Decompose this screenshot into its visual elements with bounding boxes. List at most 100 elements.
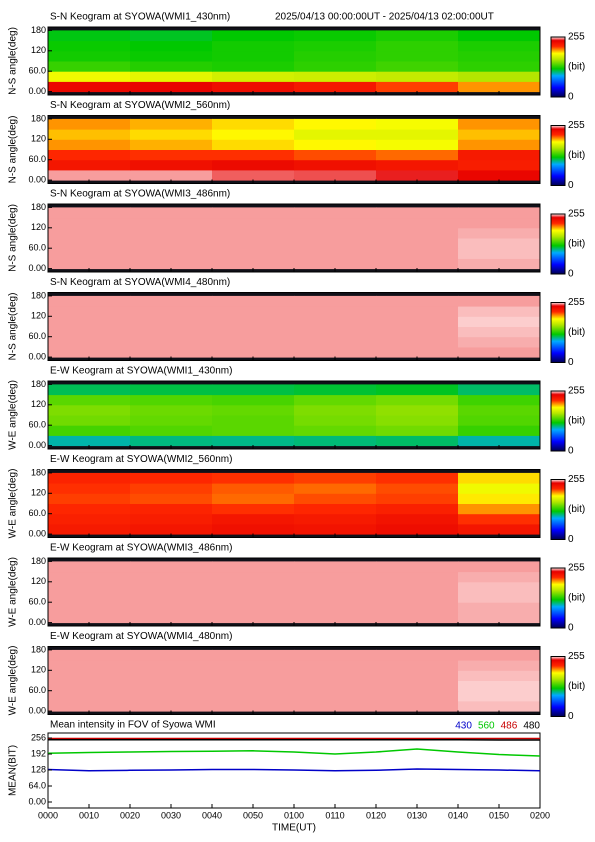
colorbar <box>550 656 566 717</box>
heatmap-cell <box>458 129 541 140</box>
heatmap-cell <box>212 472 295 484</box>
heatmap-cell <box>376 493 459 504</box>
panel-title: E-W Keogram at SYOWA(WMI2_560nm) <box>50 454 232 465</box>
heatmap-cell <box>130 326 213 338</box>
heatmap-cell <box>376 503 459 515</box>
heatmap-cell <box>458 248 541 259</box>
heatmap-cell <box>458 660 541 671</box>
heatmap-cell <box>48 571 131 583</box>
legend-entry: 430 <box>455 721 472 732</box>
heatmap-cell <box>294 207 377 219</box>
heatmap-cell <box>376 700 459 712</box>
x-tick-label: 0050 <box>243 810 263 820</box>
heatmap-cell <box>294 649 377 661</box>
heatmap-cell <box>212 425 295 436</box>
heatmap-cell <box>376 581 459 593</box>
heatmap-cell <box>294 612 377 624</box>
heatmap-cell <box>458 690 541 702</box>
colorbar-max: 255 <box>568 651 585 662</box>
heatmap-cell <box>376 71 459 82</box>
y-tick-label: 0.00 <box>28 796 46 806</box>
y-tick-label: 128 <box>31 764 46 774</box>
y-axis-label: W-E angle(deg) <box>8 380 19 450</box>
heatmap-cell <box>458 435 541 447</box>
heatmap-cell <box>130 561 213 573</box>
heatmap-cell <box>458 326 541 338</box>
heatmap-cell <box>376 680 459 692</box>
heatmap-cell <box>294 40 377 52</box>
heatmap-cell <box>130 415 213 426</box>
x-tick-label: 0010 <box>79 810 99 820</box>
heatmap-cell <box>212 561 295 573</box>
heatmap-cell <box>294 295 377 307</box>
colorbar <box>550 479 566 540</box>
heatmap-cell <box>212 670 295 681</box>
heatmap-cell <box>458 571 541 583</box>
heatmap-cell <box>48 602 131 613</box>
heatmap-cell <box>458 346 541 358</box>
heatmap-cell <box>48 217 131 229</box>
heatmap-cell <box>212 30 295 42</box>
heatmap-cell <box>458 258 541 270</box>
heatmap-cell <box>458 50 541 62</box>
panel-title: E-W Keogram at SYOWA(WMI1_430nm) <box>50 366 232 377</box>
colorbar-unit: (bit) <box>568 150 585 161</box>
heatmap-cell <box>130 40 213 52</box>
y-tick-label: 64.0 <box>28 780 46 790</box>
heatmap-cell <box>294 513 377 525</box>
heatmap-cell <box>294 415 377 426</box>
heatmap-cell <box>294 217 377 229</box>
heatmap-cell <box>130 336 213 348</box>
panel-title: S-N Keogram at SYOWA(WMI1_430nm) <box>50 12 230 23</box>
y-tick-label: 120 <box>31 222 46 232</box>
heatmap-cell <box>294 581 377 593</box>
heatmap-cell <box>130 384 213 396</box>
heatmap-cell <box>458 513 541 525</box>
heatmap-cell <box>376 513 459 525</box>
heatmap-cell <box>48 592 131 603</box>
y-tick-label: 192 <box>31 748 46 758</box>
heatmap-cell <box>376 159 459 171</box>
colorbar-min: 0 <box>568 269 574 280</box>
heatmap-cell <box>130 61 213 72</box>
y-tick-label: 120 <box>31 45 46 55</box>
colorbar-min: 0 <box>568 534 574 545</box>
heatmap-cell <box>130 523 213 535</box>
y-tick-label: 120 <box>31 399 46 409</box>
y-axis-label: W-E angle(deg) <box>8 557 19 627</box>
heatmap-cell <box>48 71 131 82</box>
heatmap-cell <box>458 561 541 573</box>
heatmap-cell <box>376 129 459 140</box>
heatmap-cell <box>130 258 213 270</box>
colorbar-unit: (bit) <box>568 416 585 427</box>
heatmap-cell <box>294 483 377 494</box>
heatmap-cell <box>294 336 377 348</box>
y-tick-label: 180 <box>31 467 46 477</box>
heatmap-cell <box>212 592 295 603</box>
heatmap-cell <box>212 523 295 535</box>
heatmap-cell <box>212 483 295 494</box>
y-tick-label: 256 <box>31 732 46 742</box>
heatmap-cell <box>48 295 131 307</box>
heatmap-cell <box>48 384 131 396</box>
y-tick-label: 180 <box>31 113 46 123</box>
heatmap-cell <box>376 523 459 535</box>
y-tick-label: 120 <box>31 665 46 675</box>
y-tick-label: 60.0 <box>28 685 46 695</box>
x-tick-label: 0120 <box>366 810 386 820</box>
heatmap-cell <box>376 670 459 681</box>
heatmap-cell <box>376 118 459 130</box>
heatmap-cell <box>212 295 295 307</box>
heatmap-cell <box>48 306 131 317</box>
heatmap-cell <box>376 139 459 150</box>
heatmap-cell <box>294 238 377 249</box>
heatmap-cell <box>48 336 131 348</box>
colorbar-min: 0 <box>568 446 574 457</box>
heatmap-cell <box>130 404 213 416</box>
panel-title: Mean intensity in FOV of Syowa WMI <box>50 720 216 731</box>
legend-entry: 486 <box>501 721 518 732</box>
x-tick-label: 0030 <box>161 810 181 820</box>
heatmap-cell <box>294 571 377 583</box>
heatmap-cell <box>212 336 295 348</box>
heatmap-cell <box>458 394 541 406</box>
